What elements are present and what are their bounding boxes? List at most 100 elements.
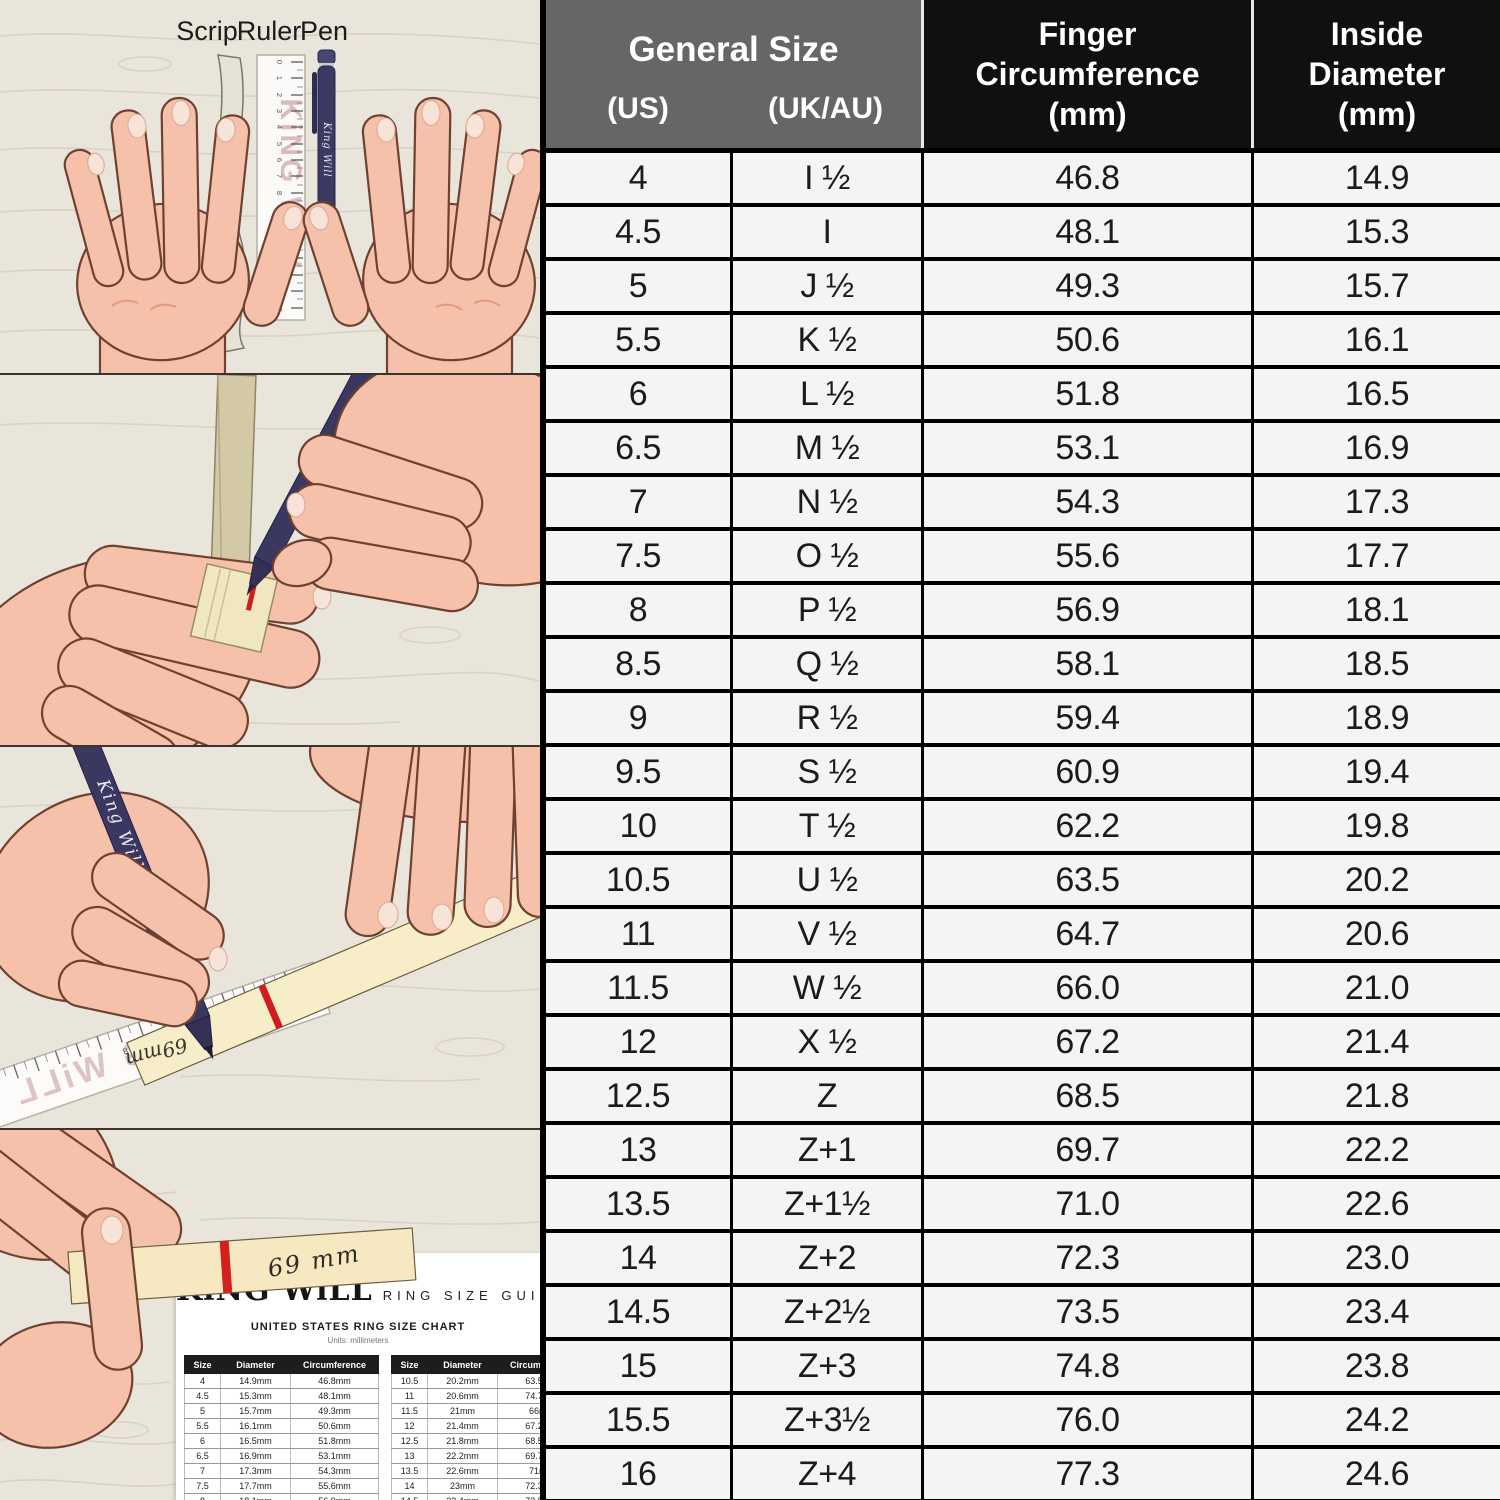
finger-circumference-cell: 56.9: [924, 585, 1251, 635]
mini-table-header: Size Diameter Circumference: [391, 1355, 540, 1374]
panel-tools-illustration: Scrip Ruler Pen KiNG WiLL 0 1 2 3: [0, 0, 540, 373]
inside-diameter-cell: 18.9: [1254, 693, 1500, 743]
us-size-cell: 4.5: [546, 207, 730, 257]
mini-table-row: 6.5 16.9mm 53.1mm: [184, 1448, 379, 1464]
uk-au-size-cell: I: [733, 207, 921, 257]
inside-diameter-cell: 14.9: [1254, 153, 1500, 203]
inside-diameter-cell: 23.8: [1254, 1341, 1500, 1391]
mini-header-size: Size: [391, 1355, 428, 1374]
mini-circumference-cell: 66mm: [497, 1403, 540, 1419]
fingernail: [286, 492, 306, 518]
mini-circumference-cell: 74.7mm: [497, 1388, 540, 1404]
mini-circumference-cell: 49.3mm: [290, 1403, 379, 1419]
panel-tools: Scrip Ruler Pen KiNG WiLL 0 1 2 3: [0, 0, 540, 375]
mini-size-cell: 14: [391, 1478, 428, 1494]
finger-circumference-cell: 72.3: [924, 1233, 1251, 1283]
header-finger-circumference: Finger Circumference (mm): [924, 0, 1251, 148]
mini-diameter-cell: 21.4mm: [427, 1418, 498, 1434]
mini-size-cell: 5: [184, 1403, 221, 1419]
fingernails: [87, 100, 303, 231]
us-size-cell: 6: [546, 369, 730, 419]
mini-table-row: 8 18.1mm 56.9mm: [184, 1493, 379, 1500]
us-size-cell: 7.5: [546, 531, 730, 581]
finger-circumference-cell: 48.1: [924, 207, 1251, 257]
uk-au-size-cell: X ½: [733, 1017, 921, 1067]
uk-au-size-cell: Z: [733, 1071, 921, 1121]
mini-size-cell: 7.5: [184, 1478, 221, 1494]
right-hand-pressing: [308, 747, 540, 938]
uk-au-size-cell: Z+4: [733, 1449, 921, 1499]
mini-size-cell: 13: [391, 1448, 428, 1464]
mini-table-row: 6 16.5mm 51.8mm: [184, 1433, 379, 1449]
us-size-cell: 8: [546, 585, 730, 635]
finger-circumference-cell: 51.8: [924, 369, 1251, 419]
finger-circumference-cell: 49.3: [924, 261, 1251, 311]
uk-au-size-cell: Z+3: [733, 1341, 921, 1391]
panel-wrap-illustration: [0, 375, 540, 745]
finger-circumference-cell: 59.4: [924, 693, 1251, 743]
mini-diameter-cell: 16.1mm: [220, 1418, 291, 1434]
label-scrip: Scrip: [176, 16, 238, 46]
chart-title: UNITED STATES RING SIZE CHART: [250, 1321, 466, 1333]
finger-circumference-cell: 46.8: [924, 153, 1251, 203]
mini-header-size: Size: [184, 1355, 221, 1374]
mini-tables: Size Diameter Circumference 4 14.9mm 46.…: [176, 1355, 540, 1500]
mini-size-cell: 12: [391, 1418, 428, 1434]
mini-diameter-cell: 16.5mm: [220, 1433, 291, 1449]
us-size-cell: 10.5: [546, 855, 730, 905]
inside-diameter-cell: 18.1: [1254, 585, 1500, 635]
svg-text:0: 0: [275, 60, 284, 64]
pen-clip: [312, 72, 317, 134]
mini-circumference-cell: 56.9mm: [290, 1493, 379, 1500]
mini-table-row: 13.5 22.6mm 71mm: [391, 1463, 540, 1479]
svg-text:3: 3: [275, 109, 284, 113]
uk-au-size-cell: N ½: [733, 477, 921, 527]
label-ruler: Ruler: [237, 16, 302, 46]
finger-circumference-cell: 62.2: [924, 801, 1251, 851]
size-conversion-table: General Size (US) (UK/AU) Finger Circumf…: [540, 0, 1500, 1500]
us-size-cell: 5.5: [546, 315, 730, 365]
uk-au-size-cell: K ½: [733, 315, 921, 365]
uk-au-size-cell: R ½: [733, 693, 921, 743]
us-size-cell: 7: [546, 477, 730, 527]
mini-diameter-cell: 22.6mm: [427, 1463, 498, 1479]
panel-measure-illustration: 0 1 2 3 4 5 6 7 8 KiNG WiLL: [0, 747, 540, 1128]
inside-diameter-cell: 16.9: [1254, 423, 1500, 473]
inside-diameter-cell: 19.4: [1254, 747, 1500, 797]
us-size-cell: 15: [546, 1341, 730, 1391]
mini-table-row: 12.5 21.8mm 68.5mm: [391, 1433, 540, 1449]
mini-table-row: 14.5 23.4mm 73.5mm: [391, 1493, 540, 1500]
us-size-cell: 15.5: [546, 1395, 730, 1445]
mini-circumference-cell: 63.5mm: [497, 1373, 540, 1389]
mini-circumference-cell: 72.3mm: [497, 1478, 540, 1494]
inside-diameter-cell: 24.6: [1254, 1449, 1500, 1499]
mini-diameter-cell: 17.7mm: [220, 1478, 291, 1494]
ring-size-guide-paper: KiNG WiLL RING SIZE GUIDE UNITED STATES R…: [176, 1253, 540, 1500]
mini-diameter-cell: 20.6mm: [427, 1388, 498, 1404]
finger-circumference-cell: 60.9: [924, 747, 1251, 797]
us-size-cell: 12: [546, 1017, 730, 1067]
inside-diameter-cell: 24.2: [1254, 1395, 1500, 1445]
svg-text:2: 2: [275, 93, 284, 97]
finger-circumference-cell: 63.5: [924, 855, 1251, 905]
inside-diameter-cell: 22.2: [1254, 1125, 1500, 1175]
svg-text:1: 1: [275, 76, 284, 80]
mini-header-diameter: Diameter: [427, 1355, 498, 1374]
us-size-cell: 16: [546, 1449, 730, 1499]
mini-diameter-cell: 20.2mm: [427, 1373, 498, 1389]
mini-size-cell: 8: [184, 1493, 221, 1500]
red-mark: [258, 984, 283, 1030]
finger-circumference-cell: 58.1: [924, 639, 1251, 689]
right-hand-pinching: [271, 375, 540, 613]
knuckle-lines: [111, 299, 177, 311]
pen-brand-text: King Will: [321, 121, 332, 177]
mini-table-row: 4 14.9mm 46.8mm: [184, 1373, 379, 1389]
mini-table-row: 5.5 16.1mm 50.6mm: [184, 1418, 379, 1434]
mini-header-circumference: Circumference: [290, 1355, 379, 1374]
header-us: (US): [607, 92, 669, 125]
mini-diameter-cell: 16.9mm: [220, 1448, 291, 1464]
mini-table-row: 12 21.4mm 67.2mm: [391, 1418, 540, 1434]
mini-circumference-cell: 67.2mm: [497, 1418, 540, 1434]
finger-circumference-cell: 55.6: [924, 531, 1251, 581]
mini-diameter-cell: 21mm: [427, 1403, 498, 1419]
